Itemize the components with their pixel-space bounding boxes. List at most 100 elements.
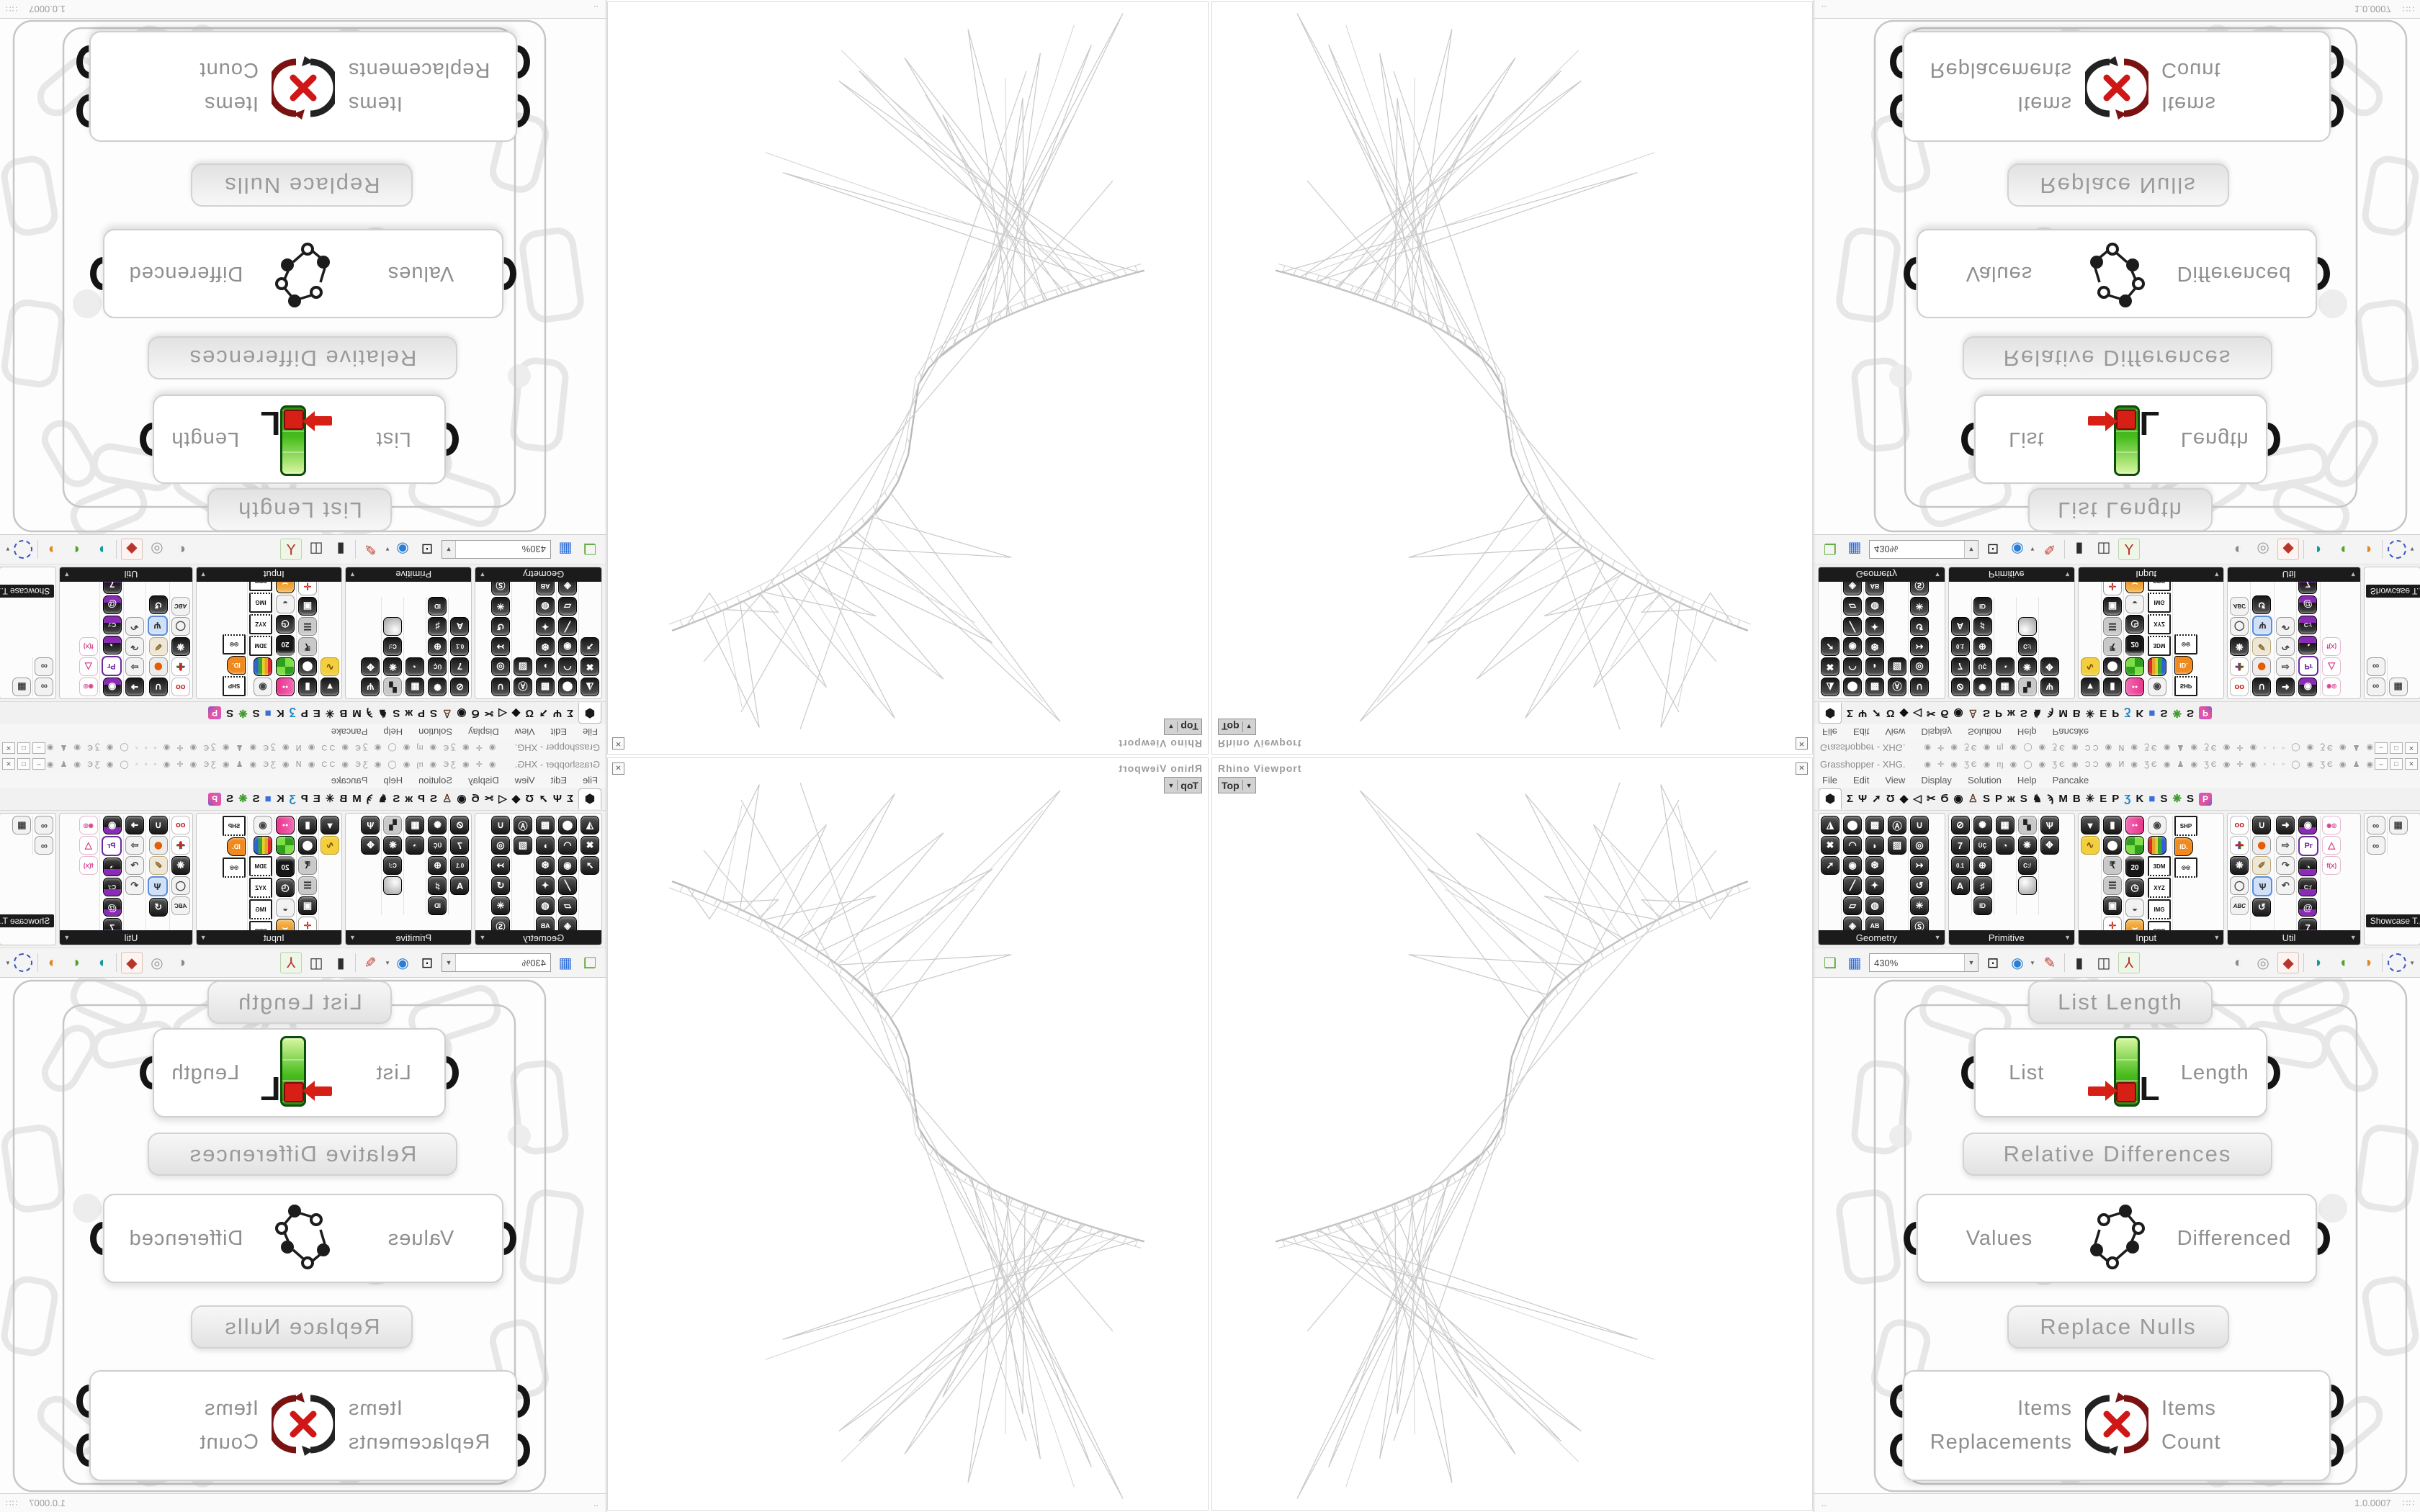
maximize-button[interactable]: □ <box>17 758 30 770</box>
gh-canvas[interactable]: List Length List L Length <box>1814 18 2420 534</box>
component-icon[interactable]: ∞ <box>35 816 54 834</box>
viewport-view-dropdown[interactable]: Top ▼ <box>1164 777 1202 793</box>
component-icon[interactable]: ⬤ <box>383 617 403 636</box>
tab-icon[interactable]: M <box>352 793 362 805</box>
component-icon[interactable]: ●● <box>2125 678 2144 696</box>
menu-item-solution[interactable]: Solution <box>1967 726 2002 738</box>
component-icon[interactable]: 20 <box>2125 635 2144 656</box>
component-icon[interactable]: ▦ <box>12 816 32 834</box>
component-icon[interactable]: ◗ <box>1865 836 1884 855</box>
camera-light-icon[interactable]: ◫ <box>309 955 323 971</box>
component-icon[interactable]: ◉◎ <box>79 678 98 696</box>
viewport-close-button[interactable]: ✕ <box>1796 762 1808 775</box>
component-icon[interactable]: ✛ <box>2230 657 2249 676</box>
title-bar[interactable]: Grasshopper - XHG. ◉ ✛ ◉ ƷЄ ◉ ɱ ◉ ◯ ◉ ƷЄ… <box>1814 756 2420 773</box>
component-icon[interactable]: ✐ <box>148 637 168 656</box>
tab-icon[interactable]: ✳ <box>325 707 335 719</box>
component-icon[interactable]: Ⓐ <box>1888 678 1906 696</box>
viewport-close-button[interactable]: ✕ <box>612 762 624 775</box>
component-icon[interactable]: △ <box>2322 836 2341 855</box>
tab-icon[interactable]: Ʒ <box>289 793 296 805</box>
component-icon[interactable]: ✳ <box>491 597 510 616</box>
tab-icon[interactable]: Ϭ <box>1940 793 1949 805</box>
tab-icon[interactable]: Ʒ <box>2124 707 2131 719</box>
tab-icon[interactable]: ✂ <box>1926 707 1936 719</box>
param-input[interactable]: Items <box>2017 92 2072 115</box>
component-icon[interactable]: ▮ <box>298 816 317 834</box>
component-icon[interactable]: ▨ <box>514 836 532 855</box>
menu-item-file[interactable]: File <box>583 726 598 738</box>
component-icon[interactable]: ♯ <box>428 617 447 636</box>
palette-panel-header[interactable]: Input ▼ <box>196 567 341 582</box>
param-input[interactable]: List <box>2009 428 2045 451</box>
title-bar[interactable]: Grasshopper - XHG. ◉ ✛ ◉ ƷЄ ◉ ɱ ◉ ◯ ◉ ƷЄ… <box>0 756 606 773</box>
param-input[interactable]: Items <box>2017 1397 2072 1420</box>
menu-item-pancake[interactable]: Pancake <box>2052 774 2089 786</box>
component-icon[interactable]: IMG <box>249 899 272 919</box>
component-icon[interactable]: ✺ <box>428 678 447 696</box>
component-icon[interactable]: ◯ <box>2230 617 2249 636</box>
param-input[interactable]: Values <box>1966 1226 2033 1250</box>
blob-orange-icon[interactable]: ◑ <box>48 954 57 971</box>
component-icon[interactable]: ➜ <box>2276 678 2295 696</box>
component-icon[interactable]: ∪ <box>491 816 510 834</box>
tab-icon[interactable]: E <box>2099 793 2107 805</box>
tab-selected[interactable]: ⬢ <box>1819 703 1842 724</box>
open-file-icon[interactable]: ❏ <box>583 955 596 971</box>
tab-icon[interactable]: P <box>300 707 308 719</box>
menu-item-edit[interactable]: Edit <box>1852 774 1870 786</box>
component-icon[interactable]: ▚ <box>2125 836 2144 855</box>
minimize-button[interactable]: – <box>2375 742 2388 754</box>
tab-icon[interactable]: B <box>339 707 348 719</box>
component-icon[interactable]: A <box>450 876 470 895</box>
component-icon[interactable]: ÜÇ <box>428 836 447 855</box>
component-icon[interactable]: ◎◎ <box>2174 634 2197 654</box>
minimize-button[interactable]: – <box>32 742 45 754</box>
component-icon[interactable]: ⊘ <box>1950 678 1970 696</box>
camera-dark-icon[interactable]: ▮ <box>336 541 345 557</box>
component-icon[interactable]: ÜÇ <box>1973 836 1992 855</box>
component-icon[interactable]: ❋ <box>383 657 403 676</box>
component-icon[interactable]: ✐ <box>148 856 168 875</box>
component-icon[interactable]: ⊘ <box>450 678 470 696</box>
component-icon[interactable]: XYZ <box>2148 614 2171 634</box>
param-output[interactable]: Length <box>171 1061 240 1084</box>
component-icon[interactable]: ☰ <box>2103 617 2122 636</box>
component-icon[interactable]: ID. <box>2174 837 2193 856</box>
component-icon[interactable]: ☰ <box>298 617 317 636</box>
param-output[interactable]: Count <box>2161 58 2221 81</box>
component-icon[interactable]: ID <box>428 896 447 915</box>
component-icon[interactable]: ▨ <box>514 657 532 676</box>
component-icon[interactable]: ◒ <box>276 899 295 917</box>
component-icon[interactable]: ▚ <box>2017 816 2037 834</box>
component-icon[interactable]: ₹ <box>2103 856 2122 875</box>
param-input[interactable]: Replacements <box>348 1431 490 1454</box>
component-icon[interactable]: ↷ <box>125 856 144 875</box>
component-icon[interactable]: ◉ <box>558 637 577 656</box>
tab-icon[interactable]: ◉ <box>457 707 467 719</box>
camera-light-icon[interactable]: ◫ <box>2097 955 2111 971</box>
tab-icon[interactable]: ж <box>2007 793 2015 805</box>
component-icon[interactable]: ◯ <box>171 617 190 636</box>
blob-green-icon[interactable]: ◖ <box>72 954 81 971</box>
component-icon[interactable]: Pr <box>2298 656 2319 676</box>
component-icon[interactable]: ↶ <box>125 876 144 895</box>
component-icon[interactable]: ↷ <box>2276 856 2295 875</box>
component-icon[interactable]: ✥ <box>361 657 380 676</box>
rhino-viewport-panel[interactable]: Rhino Viewport Top ▼ ✕ <box>607 1 1209 755</box>
component-icon[interactable]: ▼ <box>321 678 339 696</box>
component-icon[interactable]: ⬤ <box>558 678 577 696</box>
component-icon[interactable]: ◍ <box>1865 597 1884 616</box>
component-icon[interactable]: ↷ <box>125 637 144 656</box>
component-icon[interactable]: ◉◎ <box>79 816 98 834</box>
selection-mode-button[interactable] <box>2387 953 2407 973</box>
tab-icon[interactable]: M <box>2058 793 2068 805</box>
component-icon[interactable]: ▮ <box>2103 816 2122 834</box>
component-icon[interactable]: ❆ <box>536 637 555 656</box>
component-icon[interactable]: C:/ <box>2298 878 2318 896</box>
tab-icon[interactable]: S <box>2186 793 2194 805</box>
component-relative-differences[interactable]: Values <box>103 1194 503 1283</box>
palette-panel-label[interactable]: Showcase T.. <box>0 914 55 927</box>
component-icon[interactable]: ▩ <box>536 678 555 696</box>
palette-panel-header[interactable]: Primitive ▼ <box>346 567 472 582</box>
